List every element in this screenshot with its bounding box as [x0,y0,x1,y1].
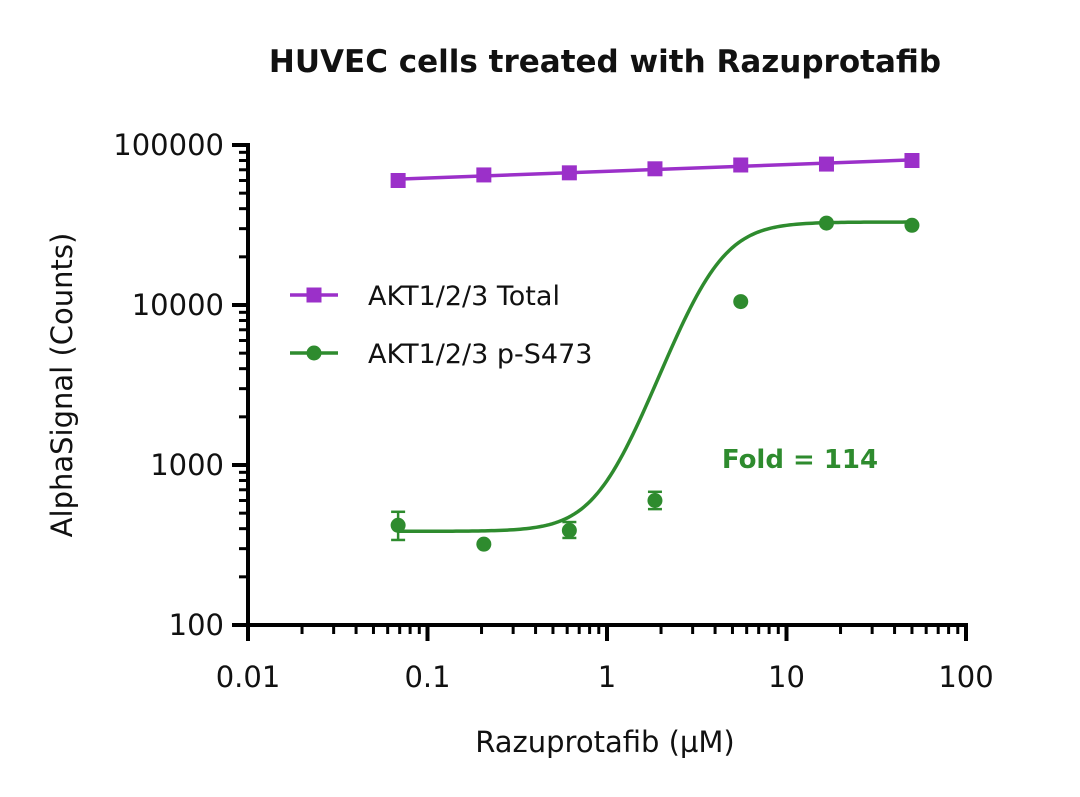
x-axis-title: Razuprotafib (µM) [475,725,734,759]
data-point [476,536,492,552]
data-point [561,165,577,181]
x-tick-label: 0.01 [216,660,281,694]
fold-annotation: Fold = 114 [722,445,878,475]
y-axis-title: AlphaSignal (Counts) [45,233,79,538]
legend-label: AKT1/2/3 p-S473 [368,339,592,370]
data-point [818,156,834,172]
data-point [390,172,406,188]
legend-marker [306,345,322,361]
fit-curve [398,220,912,534]
data-point [733,294,749,310]
y-tick-label: 100 [169,608,224,642]
legend-label: AKT1/2/3 Total [368,281,560,312]
data-point [904,153,920,169]
legend-marker [306,287,322,303]
legend: AKT1/2/3 Total AKT1/2/3 p-S473 [290,281,592,370]
x-tick-label: 10 [768,660,805,694]
x-tick-label: 1 [598,660,616,694]
series-2 [390,215,920,552]
chart-title: HUVEC cells treated with Razuprotafib [269,44,941,80]
y-tick-label: 1000 [150,448,224,482]
data-point [904,217,920,233]
y-tick-label: 10000 [132,288,224,322]
series-1 [390,153,920,188]
plot-area [390,153,920,552]
data-point [647,161,663,177]
data-point [390,517,406,533]
legend-entry: AKT1/2/3 Total [290,281,560,312]
data-point [818,215,834,231]
axes: 0.01 0.1 1 10 100 100 1000 10000 100000 [113,128,993,694]
data-point [561,522,577,538]
data-point [647,492,663,508]
x-tick-label: 100 [938,660,993,694]
data-point [733,157,749,173]
legend-entry: AKT1/2/3 p-S473 [290,339,592,370]
x-tick-label: 0.1 [404,660,450,694]
data-point [476,167,492,183]
y-tick-label: 100000 [113,128,224,162]
